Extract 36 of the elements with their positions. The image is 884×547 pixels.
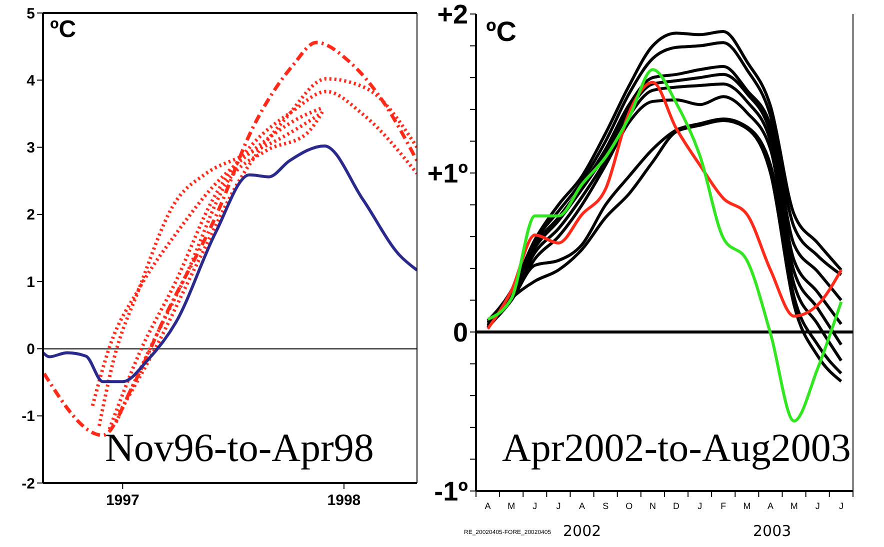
x-tick-label: J [698, 501, 702, 511]
x-tick-label: N [649, 501, 656, 511]
y-tick-label: 4 [26, 72, 36, 90]
x-tick-label: M [743, 501, 751, 511]
y-tick-label: +2 [437, 0, 468, 30]
text: 2003 [753, 522, 792, 540]
text: 2002 [563, 522, 602, 540]
y-tick-label: 0 [452, 317, 468, 348]
y-tick-label: -1º [434, 476, 468, 506]
annotation: Apr2002-to-Aug2003 [502, 425, 851, 470]
y-tick-label: 3 [26, 140, 35, 157]
y-tick-label: 0 [26, 340, 35, 358]
x-tick-label: J [556, 501, 561, 511]
x-tick-label: A [768, 501, 774, 511]
y-tick-label: 5 [26, 5, 35, 22]
annotation: Nov96-to-Apr98 [105, 425, 374, 470]
y-tick-label: 1 [26, 274, 35, 291]
x-tick-label: M [790, 501, 798, 511]
x-tick-label: 1997 [106, 492, 140, 509]
y-tick-label: 2 [26, 206, 35, 224]
x-tick-label: F [720, 501, 727, 511]
x-tick-label: J [838, 501, 844, 511]
x-tick-label: J [815, 501, 820, 511]
y-axis-title: ºC [486, 16, 516, 47]
x-tick-label: O [626, 501, 633, 511]
x-tick-label: S [602, 501, 609, 511]
x-tick-label: D [673, 501, 680, 511]
x-tick-label: J [532, 501, 538, 511]
y-tick-label: -1 [22, 408, 35, 426]
x-tick-label: 1998 [327, 492, 361, 509]
y-axis-title: ºC [50, 16, 76, 43]
y-tick-label: +1º [427, 158, 468, 188]
x-tick-label: M [508, 501, 516, 511]
x-tick-label: A [579, 501, 586, 511]
x-tick-label: A [484, 501, 491, 511]
y-tick-label: -2 [22, 475, 35, 492]
